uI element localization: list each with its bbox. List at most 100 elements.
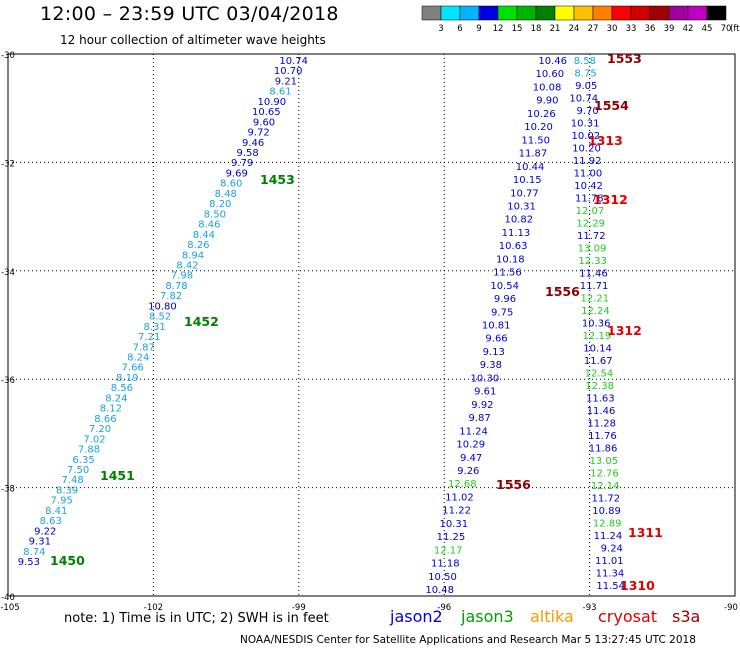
wave-height-value: 11.54 [596, 581, 625, 592]
wave-height-value: 9.31 [29, 537, 51, 548]
colorbar-label: 42 [683, 24, 694, 34]
wave-height-value: 11.56 [493, 268, 522, 279]
wave-height-value: 11.02 [445, 492, 474, 503]
wave-height-value: 11.72 [592, 494, 621, 505]
colorbar-label: 27 [588, 24, 599, 34]
wave-height-value: 9.66 [485, 334, 507, 345]
wave-height-value: 9.79 [231, 158, 253, 169]
wave-height-value: 9.58 [237, 148, 259, 159]
credit-line: NOAA/NESDIS Center for Satellite Applica… [240, 634, 696, 646]
wave-height-value: 11.87 [519, 149, 548, 160]
y-tick-label: -32 [1, 159, 15, 169]
pass-time-label: 1556 [496, 477, 531, 492]
wave-height-value: 11.92 [573, 156, 602, 167]
wave-height-value: 6.35 [72, 455, 94, 466]
wave-height-value: 8.74 [23, 547, 45, 558]
wave-height-value: 11.46 [587, 406, 616, 417]
wave-height-value: 10.90 [257, 97, 286, 108]
wave-height-value: 10.20 [572, 144, 601, 155]
wave-height-value: 11.63 [586, 394, 615, 405]
y-tick-label: -40 [1, 593, 15, 603]
y-tick-label: -34 [1, 268, 15, 278]
wave-height-value: 9.90 [536, 96, 558, 107]
pass-time-label: 1313 [588, 133, 623, 148]
wave-height-value: 12.89 [593, 519, 622, 530]
wave-height-value: 11.46 [579, 269, 608, 280]
wave-height-value: 12.17 [434, 545, 463, 556]
wave-height-value: 7.02 [83, 434, 105, 445]
wave-height-value: 12.19 [583, 331, 612, 342]
map-frame [7, 53, 736, 597]
legend-s3a: s3a [672, 607, 701, 626]
wave-height-value: 10.81 [482, 321, 511, 332]
wave-height-value: 10.70 [274, 66, 303, 77]
wave-height-value: 9.47 [460, 453, 482, 464]
wave-height-value: 8.44 [193, 230, 215, 241]
y-tick-label: -30 [1, 51, 15, 61]
wave-height-value: 8.31 [144, 322, 166, 333]
wave-height-value: 12.76 [590, 469, 619, 480]
wave-height-value: 9.70 [576, 106, 598, 117]
wave-height-value: 11.72 [577, 231, 606, 242]
chart-title: 12:00 – 23:59 UTC 03/04/2018 [40, 3, 339, 25]
pass-time-label: 1451 [100, 468, 135, 483]
x-tick-label: -96 [437, 603, 451, 613]
wave-height-value: 13.05 [589, 456, 618, 467]
wave-height-value: 11.67 [584, 356, 613, 367]
wave-height-value: 10.74 [569, 94, 598, 105]
wave-height-value: 10.30 [471, 373, 500, 384]
wave-height-value: 12.38 [585, 381, 614, 392]
colorbar-label: 15 [512, 24, 523, 34]
colorbar-label: 6 [457, 24, 462, 34]
wave-height-value: 7.88 [78, 445, 100, 456]
wave-height-value: 11.34 [596, 569, 625, 580]
x-tick-label: -102 [144, 603, 163, 613]
wave-height-value: 10.50 [428, 572, 457, 583]
wave-height-value: 11.28 [587, 419, 616, 430]
wave-height-value: 8.60 [220, 179, 242, 190]
pass-time-label: 1553 [607, 51, 642, 66]
pass-time-label: 1450 [50, 553, 85, 568]
colorbar-label: 18 [531, 24, 542, 34]
wave-height-value: 11.86 [589, 444, 618, 455]
wave-height-value: 9.24 [601, 544, 623, 555]
colorbar-label: 9 [476, 24, 481, 34]
wave-height-value: 9.13 [483, 347, 505, 358]
wave-height-value: 10.42 [574, 181, 603, 192]
wave-height-value: 10.63 [499, 241, 528, 252]
wave-height-value: 9.60 [253, 117, 275, 128]
wave-height-value: 10.26 [527, 109, 556, 120]
wave-height-value: 12.54 [585, 369, 614, 380]
wave-height-value: 12.68 [448, 479, 477, 490]
pass-time-label: 1452 [184, 314, 219, 329]
x-tick-label: -90 [724, 603, 738, 613]
wave-height-value: 10.80 [148, 301, 177, 312]
wave-height-value: 12.07 [576, 206, 605, 217]
wave-height-value: 8.48 [215, 189, 237, 200]
wave-height-value: 8.50 [204, 209, 226, 220]
wave-height-value: 10.54 [490, 281, 519, 292]
wave-height-value: 11.00 [574, 169, 603, 180]
colorbar-label: 45 [702, 24, 713, 34]
wave-height-value: 10.36 [582, 319, 611, 330]
wave-height-value: 9.87 [468, 413, 490, 424]
y-tick-label: -38 [1, 485, 15, 495]
y-tick-label: -36 [1, 376, 15, 386]
wave-height-value: 12.21 [580, 294, 609, 305]
wave-height-value: 10.08 [533, 82, 562, 93]
wave-height-value: 12.29 [576, 219, 605, 230]
wave-height-value: 11.71 [580, 281, 609, 292]
wave-height-value: 11.78 [575, 194, 604, 205]
wave-height-value: 10.46 [538, 56, 567, 67]
wave-height-value: 11.22 [442, 506, 471, 517]
legend-jason3: jason3 [461, 607, 514, 626]
wave-height-value: 10.74 [279, 56, 308, 67]
pass-time-label: 1554 [594, 98, 629, 113]
footer-note: note: 1) Time is in UTC; 2) SWH is in fe… [64, 611, 329, 626]
wave-height-value: 12.14 [591, 481, 620, 492]
wave-height-value: 10.60 [536, 69, 565, 80]
wave-height-value: 10.31 [507, 201, 536, 212]
x-tick-label: -99 [292, 603, 306, 613]
wave-height-value: 9.26 [457, 466, 479, 477]
